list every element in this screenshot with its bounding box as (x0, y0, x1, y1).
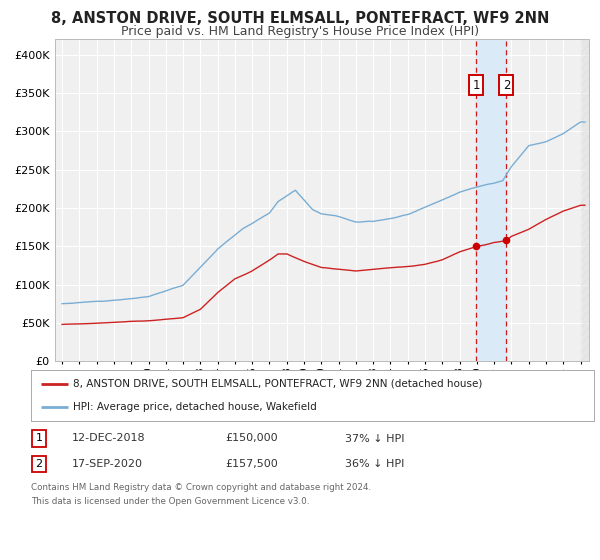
Bar (476, 39, 506, 361)
Text: 2: 2 (503, 79, 510, 92)
Bar (581, 39, 589, 361)
Text: 8, ANSTON DRIVE, SOUTH ELMSALL, PONTEFRACT, WF9 2NN (detached house): 8, ANSTON DRIVE, SOUTH ELMSALL, PONTEFRA… (73, 379, 483, 389)
Text: £150,000: £150,000 (225, 433, 278, 444)
Text: 1: 1 (472, 79, 480, 92)
Text: 2: 2 (35, 459, 43, 469)
Text: 37% ↓ HPI: 37% ↓ HPI (345, 433, 404, 444)
Text: Contains HM Land Registry data © Crown copyright and database right 2024.: Contains HM Land Registry data © Crown c… (31, 483, 371, 492)
Text: £157,500: £157,500 (225, 459, 278, 469)
Text: 12-DEC-2018: 12-DEC-2018 (72, 433, 146, 444)
Text: 1: 1 (35, 433, 43, 444)
Text: 8, ANSTON DRIVE, SOUTH ELMSALL, PONTEFRACT, WF9 2NN: 8, ANSTON DRIVE, SOUTH ELMSALL, PONTEFRA… (51, 11, 549, 26)
Text: Price paid vs. HM Land Registry's House Price Index (HPI): Price paid vs. HM Land Registry's House … (121, 25, 479, 38)
Text: 17-SEP-2020: 17-SEP-2020 (72, 459, 143, 469)
Text: 36% ↓ HPI: 36% ↓ HPI (345, 459, 404, 469)
Text: This data is licensed under the Open Government Licence v3.0.: This data is licensed under the Open Gov… (31, 497, 310, 506)
Text: HPI: Average price, detached house, Wakefield: HPI: Average price, detached house, Wake… (73, 402, 317, 412)
